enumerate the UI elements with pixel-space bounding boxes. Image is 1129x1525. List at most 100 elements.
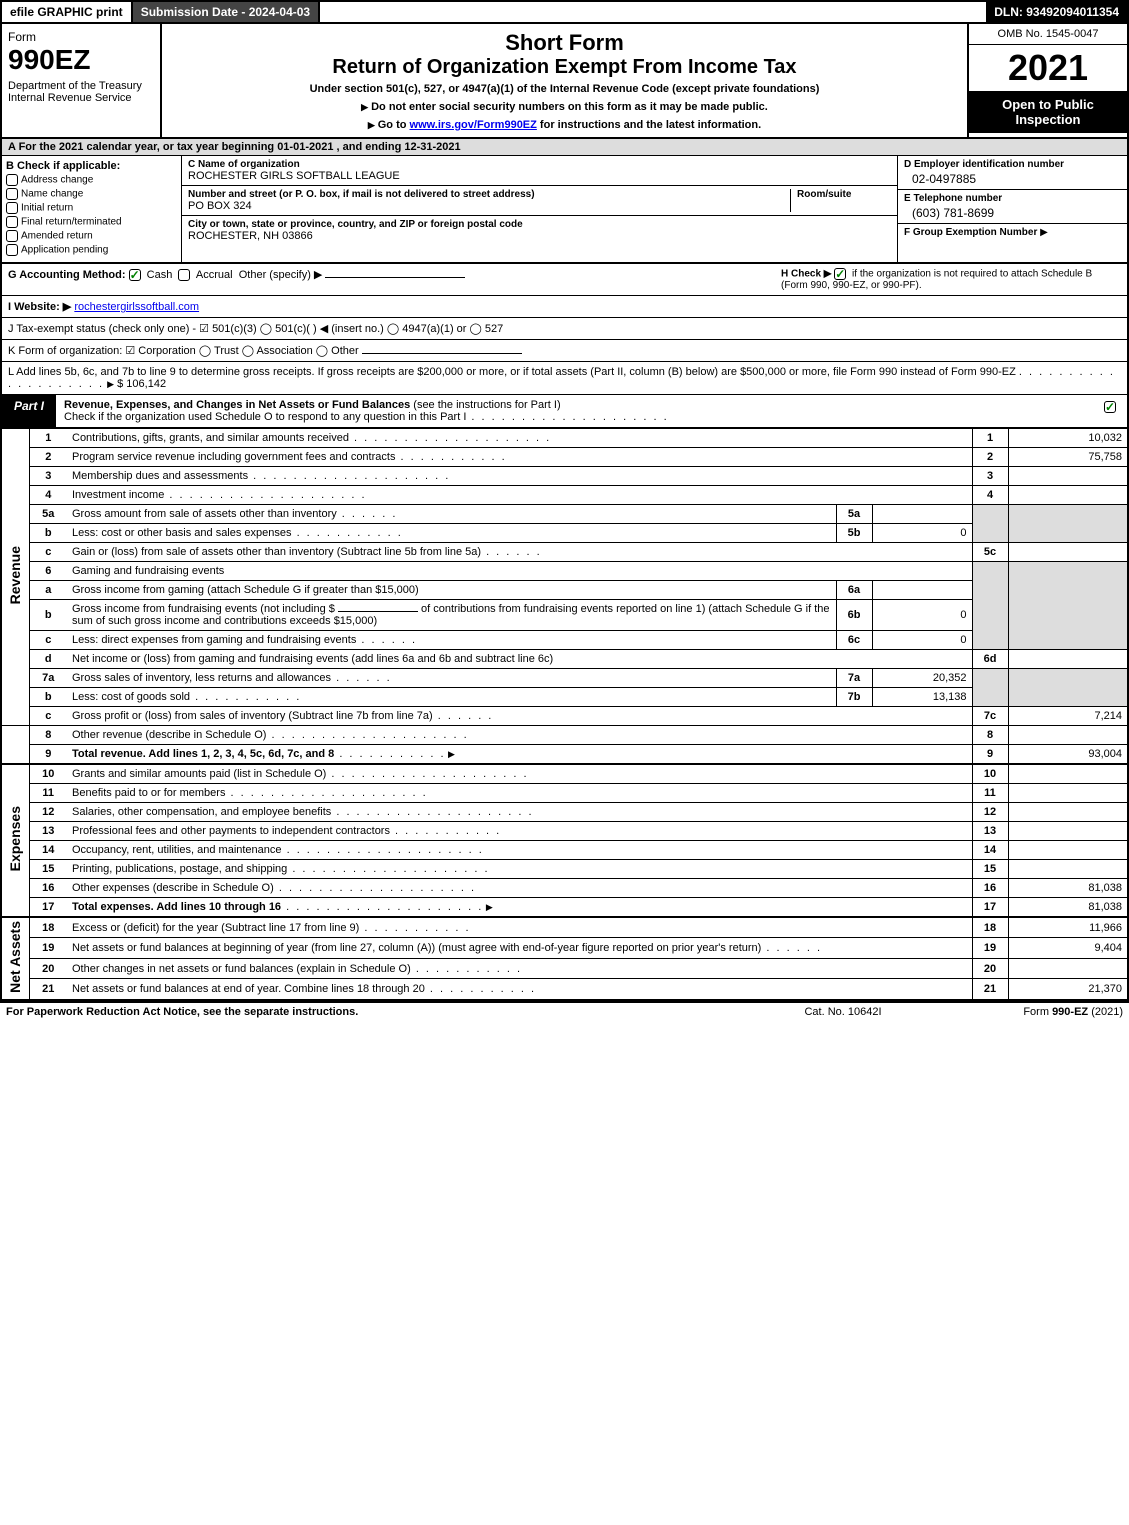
table-row: c Less: direct expenses from gaming and … bbox=[1, 631, 1128, 650]
line-num: b bbox=[29, 524, 67, 543]
table-row: 6 Gaming and fundraising events bbox=[1, 562, 1128, 581]
dots-icon bbox=[433, 710, 494, 722]
line-num: 8 bbox=[29, 726, 67, 745]
footer-left: For Paperwork Reduction Act Notice, see … bbox=[6, 1006, 743, 1018]
subline-ref: 6a bbox=[836, 581, 872, 600]
row-l-value: $ 106,142 bbox=[117, 378, 166, 390]
subtitle: Under section 501(c), 527, or 4947(a)(1)… bbox=[168, 83, 961, 95]
table-row: 11 Benefits paid to or for members 11 bbox=[1, 784, 1128, 803]
footer-cat: Cat. No. 10642I bbox=[743, 1006, 943, 1018]
line-desc: Gross income from gaming (attach Schedul… bbox=[67, 581, 836, 600]
line-ref: 13 bbox=[972, 822, 1008, 841]
line-num: 15 bbox=[29, 860, 67, 879]
subline-value: 20,352 bbox=[872, 669, 972, 688]
line-desc: Printing, publications, postage, and shi… bbox=[72, 863, 287, 875]
table-row: 8 Other revenue (describe in Schedule O)… bbox=[1, 726, 1128, 745]
form-word: Form bbox=[8, 30, 154, 44]
arrow-icon bbox=[483, 901, 492, 913]
dots-icon bbox=[359, 922, 470, 934]
line-ref: 8 bbox=[972, 726, 1008, 745]
accounting-method: G Accounting Method: Cash Accrual Other … bbox=[8, 268, 781, 291]
line-ref: 19 bbox=[972, 938, 1008, 958]
line-value bbox=[1008, 822, 1128, 841]
line-value: 81,038 bbox=[1008, 898, 1128, 918]
line-ref: 21 bbox=[972, 979, 1008, 1000]
line-num: 3 bbox=[29, 467, 67, 486]
dots-icon bbox=[761, 942, 822, 954]
subline-ref: 6c bbox=[836, 631, 872, 650]
line-ref: 9 bbox=[972, 745, 1008, 765]
dots-icon bbox=[225, 787, 427, 799]
line-value: 10,032 bbox=[1008, 429, 1128, 448]
chk-final-return[interactable]: Final return/terminated bbox=[6, 216, 177, 228]
chk-application-pending[interactable]: Application pending bbox=[6, 244, 177, 256]
line-ref: 10 bbox=[972, 764, 1008, 784]
line-desc: Gross profit or (loss) from sales of inv… bbox=[72, 710, 433, 722]
side-blank bbox=[1, 726, 29, 765]
table-row: 12 Salaries, other compensation, and emp… bbox=[1, 803, 1128, 822]
line-num: 18 bbox=[29, 917, 67, 938]
line-num: 11 bbox=[29, 784, 67, 803]
line-desc: Contributions, gifts, grants, and simila… bbox=[72, 432, 349, 444]
other-specify-input[interactable] bbox=[325, 277, 465, 278]
ssn-note: Do not enter social security numbers on … bbox=[168, 101, 961, 113]
dots-icon bbox=[411, 963, 522, 975]
box-d-e-f: D Employer identification number 02-0497… bbox=[897, 156, 1127, 262]
chk-sched-b[interactable] bbox=[834, 268, 846, 280]
contrib-input[interactable] bbox=[338, 611, 418, 612]
chk-name-change[interactable]: Name change bbox=[6, 188, 177, 200]
tax-year: 2021 bbox=[969, 45, 1127, 91]
chk-schedule-o[interactable] bbox=[1104, 401, 1116, 413]
dots-icon bbox=[281, 901, 483, 913]
table-row: 21 Net assets or fund balances at end of… bbox=[1, 979, 1128, 1000]
line-ref: 7c bbox=[972, 707, 1008, 726]
org-name-row: C Name of organization ROCHESTER GIRLS S… bbox=[182, 156, 897, 186]
line-num: c bbox=[29, 543, 67, 562]
table-row: 5a Gross amount from sale of assets othe… bbox=[1, 505, 1128, 524]
line-value bbox=[1008, 764, 1128, 784]
line-num: c bbox=[29, 631, 67, 650]
line-ref: 6d bbox=[972, 650, 1008, 669]
efile-label[interactable]: efile GRAPHIC print bbox=[2, 2, 133, 22]
chk-accrual[interactable] bbox=[178, 269, 190, 281]
line-num: 14 bbox=[29, 841, 67, 860]
table-row: 15 Printing, publications, postage, and … bbox=[1, 860, 1128, 879]
line-value bbox=[1008, 958, 1128, 978]
group-row: F Group Exemption Number ▶ bbox=[898, 224, 1127, 241]
form-number: 990EZ bbox=[8, 44, 154, 76]
line-desc: Net assets or fund balances at beginning… bbox=[72, 942, 761, 954]
other-org-input[interactable] bbox=[362, 353, 522, 354]
line-num: 20 bbox=[29, 958, 67, 978]
line-ref: 12 bbox=[972, 803, 1008, 822]
grey-cell bbox=[972, 669, 1008, 707]
footer-form-post: (2021) bbox=[1088, 1006, 1123, 1018]
line-ref: 18 bbox=[972, 917, 1008, 938]
chk-initial-return[interactable]: Initial return bbox=[6, 202, 177, 214]
irs-link[interactable]: www.irs.gov/Form990EZ bbox=[410, 119, 537, 131]
dots-icon bbox=[282, 844, 484, 856]
chk-cash[interactable] bbox=[129, 269, 141, 281]
part1-sub: (see the instructions for Part I) bbox=[410, 399, 560, 411]
table-row: b Less: cost or other basis and sales ex… bbox=[1, 524, 1128, 543]
line-num: 13 bbox=[29, 822, 67, 841]
website-link[interactable]: rochestergirlssoftball.com bbox=[74, 301, 199, 313]
schedule-b-check: H Check ▶ if the organization is not req… bbox=[781, 268, 1121, 291]
tel-value: (603) 781-8699 bbox=[904, 204, 1121, 220]
line-value: 11,966 bbox=[1008, 917, 1128, 938]
line-desc: Program service revenue including govern… bbox=[72, 451, 395, 463]
line-num: 19 bbox=[29, 938, 67, 958]
line-desc: Less: cost of goods sold bbox=[72, 691, 190, 703]
line-desc: Gain or (loss) from sale of assets other… bbox=[72, 546, 481, 558]
line-ref: 15 bbox=[972, 860, 1008, 879]
chk-address-change[interactable]: Address change bbox=[6, 174, 177, 186]
grey-cell bbox=[1008, 562, 1128, 650]
table-row: b Less: cost of goods sold 7b 13,138 bbox=[1, 688, 1128, 707]
revenue-side: Revenue bbox=[1, 429, 29, 726]
row-i: I Website: ▶ rochestergirlssoftball.com bbox=[0, 296, 1129, 318]
table-row: a Gross income from gaming (attach Sched… bbox=[1, 581, 1128, 600]
page-footer: For Paperwork Reduction Act Notice, see … bbox=[0, 1001, 1129, 1021]
dots-icon bbox=[481, 546, 542, 558]
line-desc: Membership dues and assessments bbox=[72, 470, 248, 482]
chk-amended-return[interactable]: Amended return bbox=[6, 230, 177, 242]
header-right: OMB No. 1545-0047 2021 Open to Public In… bbox=[967, 24, 1127, 137]
